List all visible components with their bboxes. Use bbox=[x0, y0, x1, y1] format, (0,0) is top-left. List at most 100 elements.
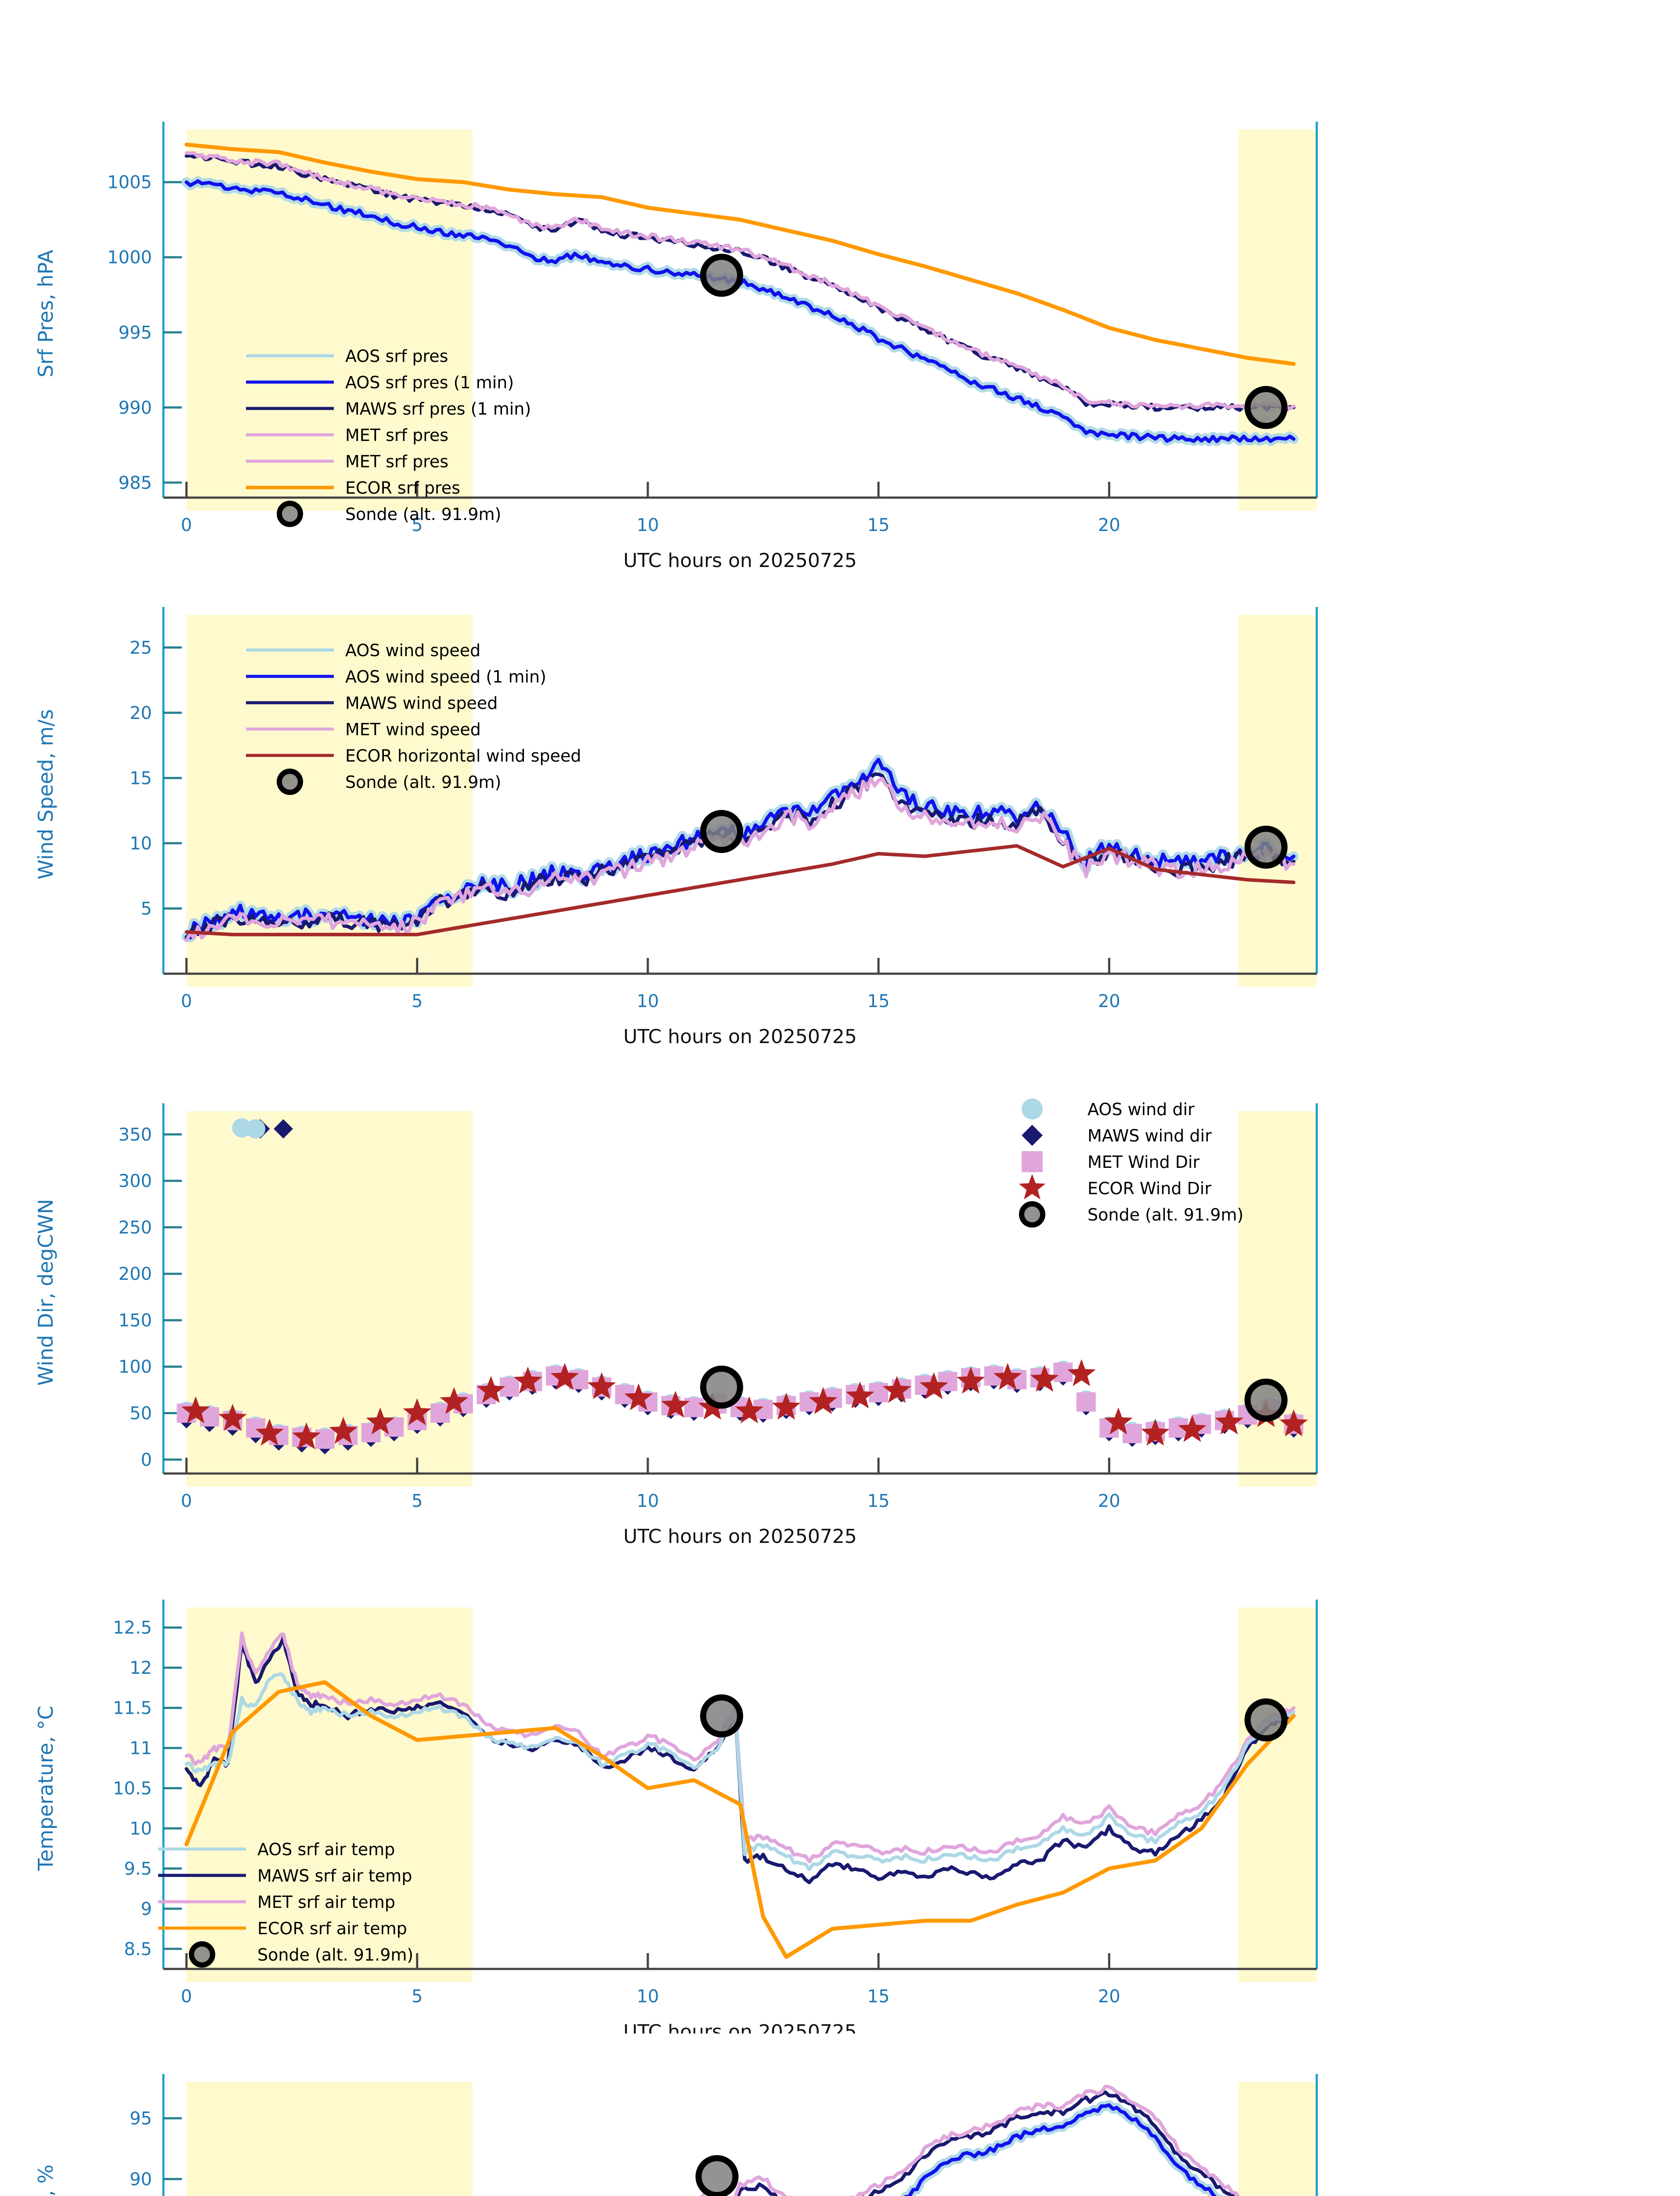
data-marker bbox=[1030, 1365, 1059, 1392]
data-marker bbox=[430, 1403, 450, 1423]
y-tick-label: 5 bbox=[141, 899, 152, 919]
y-tick-label: 11.5 bbox=[113, 1698, 152, 1719]
legend-label: AOS wind speed bbox=[345, 641, 481, 660]
legend-label: MAWS srf air temp bbox=[257, 1866, 412, 1885]
night-shading-band-0 bbox=[186, 2082, 473, 2196]
x-axis-title: UTC hours on 20250725 bbox=[623, 549, 857, 572]
data-marker bbox=[550, 1363, 579, 1390]
y-tick-label: 1005 bbox=[107, 173, 152, 193]
night-shading-band-1 bbox=[1238, 1111, 1317, 1487]
legend-label: ECOR srf air temp bbox=[257, 1919, 407, 1938]
y-axis-title: Temperature, °C bbox=[34, 1706, 58, 1871]
x-tick-label: 10 bbox=[636, 991, 659, 1011]
data-line bbox=[184, 1680, 1296, 1959]
x-tick-label: 0 bbox=[181, 1987, 192, 2007]
legend-label: ECOR horizontal wind speed bbox=[345, 746, 581, 766]
x-axis-title: UTC hours on 20250725 bbox=[623, 1525, 857, 1548]
data-marker bbox=[1215, 1407, 1243, 1435]
y-tick-label: 8.5 bbox=[124, 1939, 152, 1959]
y-tick-label: 350 bbox=[119, 1125, 152, 1145]
y-tick-label: 25 bbox=[130, 638, 152, 658]
y-tick-label: 20 bbox=[130, 703, 152, 723]
legend-label: MET wind speed bbox=[345, 720, 481, 739]
x-tick-label: 0 bbox=[181, 1491, 192, 1511]
y-tick-label: 9.5 bbox=[124, 1859, 152, 1879]
legend-label: MET srf air temp bbox=[257, 1893, 395, 1912]
data-marker bbox=[661, 1391, 690, 1418]
data-marker bbox=[329, 1416, 358, 1444]
panel-temperature: 8.5 9 9.5 10 10.5 11 11.5 12 12.5 0 5 10 15 20 Tempera… bbox=[0, 1564, 1680, 2033]
legend-swatch-marker bbox=[277, 769, 303, 795]
x-tick-label: 5 bbox=[412, 1491, 423, 1511]
panel-humidity: 70758085909505101520Relative Humidity, %… bbox=[0, 2033, 1680, 2196]
y-axis-title: Relative Humidity, % bbox=[34, 2164, 58, 2196]
data-marker bbox=[1141, 1419, 1170, 1446]
sonde-marker bbox=[700, 1694, 743, 1737]
data-marker bbox=[1279, 1409, 1308, 1437]
legend-swatch-marker bbox=[1019, 1201, 1045, 1228]
x-tick-label: 20 bbox=[1098, 1491, 1120, 1511]
legend-label: MAWS wind dir bbox=[1087, 1126, 1212, 1145]
data-line bbox=[184, 1672, 1296, 1871]
data-marker bbox=[1067, 1359, 1096, 1387]
legend-label: ECOR srf pres bbox=[345, 478, 460, 498]
night-shading-band-1 bbox=[1238, 130, 1317, 511]
data-line bbox=[184, 142, 1296, 366]
data-line bbox=[903, 2103, 1217, 2196]
y-tick-label: 100 bbox=[119, 1357, 152, 1377]
data-marker bbox=[246, 1418, 266, 1438]
data-line bbox=[184, 844, 1296, 936]
data-marker bbox=[1076, 1392, 1096, 1412]
data-marker bbox=[292, 1422, 321, 1450]
panel-wind_dir: 0 50 100 150 200 250 300 350 0 5 10 15 20 Wind Dir, d… bbox=[0, 1054, 1680, 1564]
x-tick-label: 10 bbox=[636, 1987, 659, 2007]
x-axis-title: UTC hours on 20250725 bbox=[623, 1026, 857, 1048]
legend-label: ECOR Wind Dir bbox=[1087, 1179, 1211, 1198]
data-marker bbox=[403, 1398, 432, 1426]
y-tick-label: 300 bbox=[119, 1171, 152, 1192]
data-marker bbox=[684, 1398, 704, 1417]
data-layer bbox=[184, 1631, 1296, 1959]
x-tick-label: 20 bbox=[1098, 1987, 1120, 2007]
data-marker bbox=[218, 1404, 247, 1431]
legend-label: MAWS srf pres (1 min) bbox=[345, 399, 531, 419]
night-shading-band-1 bbox=[1238, 1607, 1317, 1982]
y-axis-title: Wind Dir, degCWN bbox=[34, 1199, 58, 1386]
x-tick-label: 15 bbox=[867, 515, 890, 535]
data-marker bbox=[919, 1372, 948, 1399]
legend-label: AOS srf pres (1 min) bbox=[345, 373, 514, 392]
data-marker bbox=[366, 1407, 395, 1435]
night-shading-band-1 bbox=[1238, 615, 1317, 987]
data-marker bbox=[993, 1363, 1022, 1390]
sonde-marker bbox=[700, 1365, 743, 1409]
sonde-marker bbox=[1244, 1378, 1288, 1422]
data-marker bbox=[440, 1387, 469, 1414]
legend-label: MET srf pres bbox=[345, 426, 448, 445]
legend-label: AOS srf air temp bbox=[257, 1840, 395, 1859]
x-tick-label: 20 bbox=[1098, 515, 1120, 535]
y-tick-label: 10 bbox=[130, 1819, 152, 1839]
legend-label: AOS wind speed (1 min) bbox=[345, 667, 546, 686]
x-tick-label: 15 bbox=[867, 991, 890, 1011]
x-tick-label: 20 bbox=[1098, 991, 1120, 1011]
sonde-marker bbox=[700, 253, 743, 297]
panel-wind_speed: 5 10 15 20 25 0 5 10 15 20 Wind Speed, m/s UTC hour… bbox=[0, 593, 1680, 1054]
data-layer bbox=[181, 142, 1299, 446]
data-line bbox=[710, 2090, 1235, 2196]
legend-wind_speed: AOS wind speed AOS wind speed (1 min) MAWS… bbox=[246, 641, 581, 795]
data-line bbox=[184, 151, 1296, 411]
x-tick-label: 5 bbox=[412, 515, 423, 535]
y-tick-label: 990 bbox=[119, 398, 152, 418]
x-tick-label: 15 bbox=[867, 1987, 890, 2007]
x-axis-title: UTC hours on 20250725 bbox=[623, 2021, 857, 2033]
night-shading-band-1 bbox=[1238, 2082, 1317, 2196]
y-tick-label: 0 bbox=[141, 1450, 152, 1470]
y-tick-label: 11 bbox=[130, 1738, 152, 1759]
x-tick-label: 0 bbox=[181, 515, 192, 535]
y-tick-label: 90 bbox=[130, 2169, 152, 2189]
data-marker bbox=[315, 1429, 335, 1449]
legend-label: Sonde (alt. 91.9m) bbox=[345, 773, 501, 792]
legend-label: MET Wind Dir bbox=[1087, 1152, 1199, 1172]
y-tick-label: 1000 bbox=[107, 248, 152, 268]
legend-label: AOS srf pres bbox=[345, 347, 448, 366]
